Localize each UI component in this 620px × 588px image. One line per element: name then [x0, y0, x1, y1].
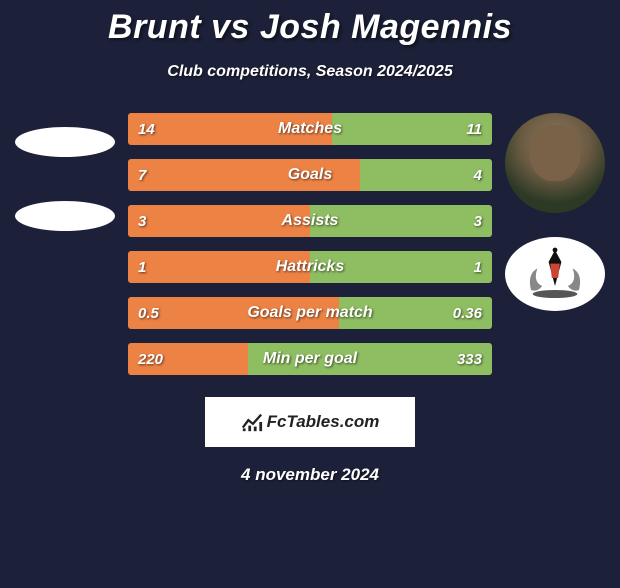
stat-segment-right — [332, 113, 492, 145]
stat-segment-right — [360, 159, 492, 191]
left-player-crest-placeholder — [15, 201, 115, 231]
stat-segment-left — [128, 205, 310, 237]
date-text: 4 november 2024 — [0, 465, 620, 485]
stat-row: Assists33 — [128, 205, 492, 237]
stat-segment-right — [248, 343, 492, 375]
right-player-crest — [505, 237, 605, 311]
stat-row: Matches1411 — [128, 113, 492, 145]
stat-segment-left — [128, 251, 310, 283]
comparison-content: Matches1411 Goals74 Assists33 Hattricks11 Go… — [0, 113, 620, 375]
stat-row: Goals per match0.50.36 — [128, 297, 492, 329]
stat-segment-left — [128, 159, 360, 191]
stat-bars-container: Matches1411 Goals74 Assists33 Hattricks11 Go… — [120, 113, 500, 375]
stat-segment-left — [128, 297, 339, 329]
stat-segment-left — [128, 343, 248, 375]
stat-row: Hattricks11 — [128, 251, 492, 283]
stat-segment-right — [310, 205, 492, 237]
stat-segment-right — [339, 297, 492, 329]
stat-segment-left — [128, 113, 332, 145]
brand-badge: FcTables.com — [205, 397, 415, 447]
subtitle: Club competitions, Season 2024/2025 — [0, 63, 620, 81]
stat-row: Min per goal220333 — [128, 343, 492, 375]
stat-row: Goals74 — [128, 159, 492, 191]
left-player-column — [10, 113, 120, 231]
brand-text: FcTables.com — [267, 412, 380, 432]
right-player-avatar — [505, 113, 605, 213]
crest-icon — [515, 244, 595, 304]
left-player-avatar-placeholder — [15, 127, 115, 157]
stat-segment-right — [310, 251, 492, 283]
right-player-column — [500, 113, 610, 311]
page-title: Brunt vs Josh Magennis — [0, 8, 620, 47]
chart-icon — [241, 411, 263, 433]
